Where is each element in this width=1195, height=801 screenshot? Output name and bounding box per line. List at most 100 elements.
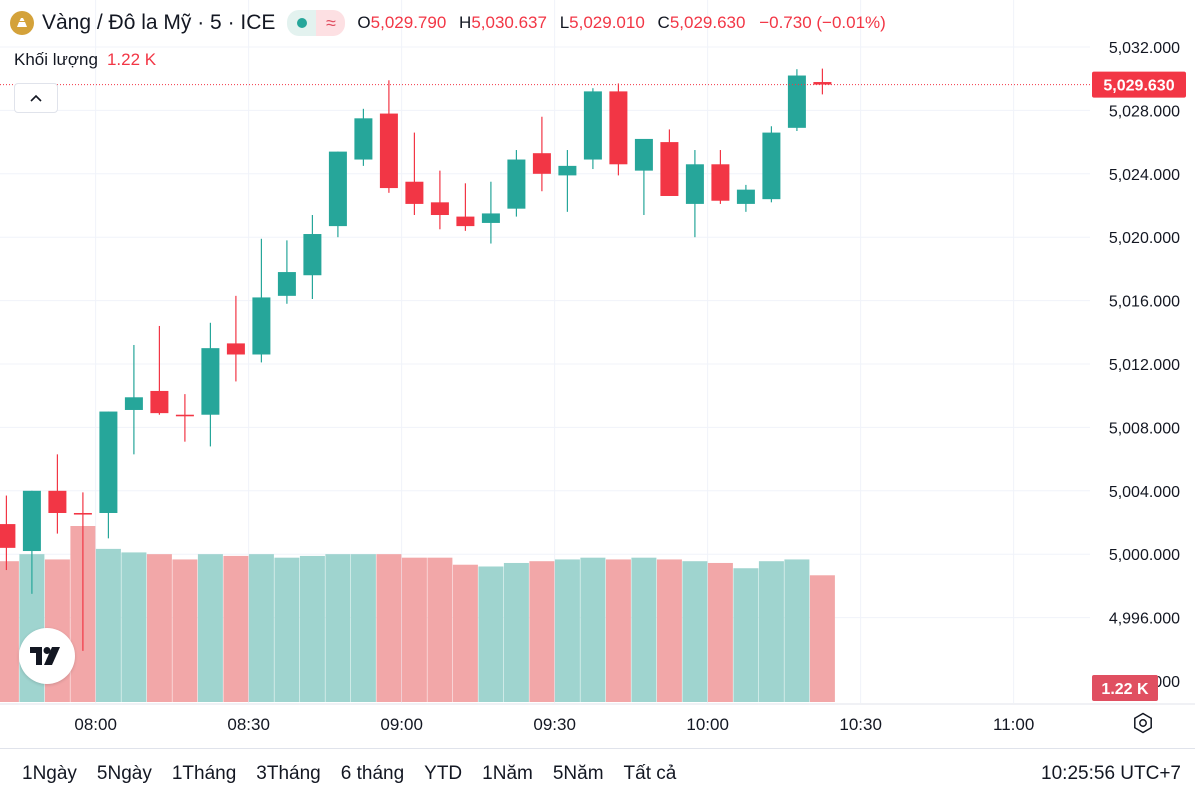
volume-bar (401, 557, 427, 702)
volume-bar (146, 554, 172, 702)
y-tick-label: 5,016.000 (1109, 294, 1180, 311)
y-tick-label: 5,032.000 (1109, 40, 1180, 57)
y-tick-label: 4,996.000 (1109, 611, 1180, 628)
volume-badge-label: 1.22 K (1101, 681, 1149, 698)
y-tick-label: 5,004.000 (1109, 484, 1180, 501)
y-tick-label: 5,008.000 (1109, 420, 1180, 437)
candle-body (532, 153, 551, 174)
candle-body (634, 138, 653, 171)
candle-body (609, 91, 628, 165)
candle-body (226, 343, 245, 355)
y-tick-label: 5,028.000 (1109, 103, 1180, 120)
delayed-data-icon[interactable]: ≈ (316, 10, 346, 36)
last-price-badge (1092, 71, 1186, 98)
x-tick-label: 09:30 (533, 715, 576, 734)
candle-body (48, 490, 67, 513)
close-label: C (657, 13, 670, 32)
price-axis-bg (1090, 0, 1195, 748)
candle-body (583, 91, 602, 160)
gear-icon[interactable] (1131, 711, 1155, 735)
volume-bar (427, 557, 453, 702)
candle-body (787, 75, 806, 128)
volume-bar (784, 559, 810, 702)
candle-body (0, 524, 16, 548)
volume-bar (631, 557, 657, 702)
range-ytd[interactable]: YTD (424, 763, 463, 784)
candle-body (252, 297, 271, 355)
volume-bar (223, 555, 249, 702)
y-tick-label: 5,024.000 (1109, 167, 1180, 184)
volume-bar (478, 566, 504, 702)
change-value: −0.730 (−0.01%) (759, 13, 886, 32)
volume-bar (274, 557, 300, 702)
status-dot-icon (296, 18, 307, 28)
candle-body (660, 142, 679, 196)
x-tick-label: 11:00 (993, 715, 1034, 734)
market-open-indicator[interactable] (287, 10, 317, 36)
timezone-clock[interactable]: 10:25:56 UTC+7 (1041, 763, 1181, 784)
price-chart[interactable]: 5,032.000 5,028.000 5,024.000 5,020.000 5,01… (0, 0, 1195, 748)
range-all[interactable]: Tất cả (623, 763, 677, 784)
candle-body (73, 512, 92, 515)
chevron-up-icon (30, 94, 42, 102)
bottom-toolbar: 1Ngày 5Ngày 1Tháng 3Tháng 6 tháng YTD 1N… (0, 748, 1195, 801)
candle-body (481, 213, 500, 223)
volume-bar (605, 559, 631, 702)
range-5d[interactable]: 5Ngày (96, 763, 152, 784)
candle-body (711, 164, 730, 201)
volume-bar (580, 557, 606, 702)
volume-legend[interactable]: Khối lượng 1.22 K (14, 50, 156, 70)
candle-body (201, 348, 220, 415)
candle-body (328, 151, 347, 227)
open-label: O (357, 13, 371, 32)
chart-header: Vàng / Đô la Mỹ · 5 · ICE ≈ O5,029.790 H… (10, 8, 886, 38)
y-tick-label: 5,000.000 (1109, 547, 1180, 564)
symbol-title[interactable]: Vàng / Đô la Mỹ · 5 · ICE (42, 11, 276, 34)
candle-body (813, 82, 832, 85)
range-1d[interactable]: 1Ngày (22, 763, 77, 784)
y-tick-label: 5,012.000 (1109, 357, 1180, 374)
range-3m[interactable]: 3Tháng (256, 763, 321, 784)
range-1y[interactable]: 1Năm (482, 763, 533, 784)
volume-bar (325, 554, 351, 702)
volume-bar (758, 561, 784, 702)
candle-body (558, 165, 577, 176)
volume-bar (733, 568, 759, 702)
candle-body (736, 189, 755, 204)
volume-bar (95, 548, 121, 702)
range-selector: 1Ngày 5Ngày 1Tháng 3Tháng 6 tháng YTD 1N… (22, 763, 696, 785)
volume-bar (0, 561, 19, 702)
candle-body (354, 118, 373, 160)
candle-body (762, 132, 781, 200)
volume-bar (299, 555, 325, 702)
candle-body (99, 411, 118, 513)
volume-bar (248, 554, 274, 702)
candle-body (150, 390, 169, 414)
volume-bar (121, 552, 147, 702)
tradingview-logo-icon[interactable] (19, 628, 75, 684)
close-value: 5,029.630 (669, 13, 746, 32)
high-label: H (459, 13, 472, 32)
volume-bar (172, 559, 198, 702)
range-1m[interactable]: 1Tháng (171, 763, 237, 784)
volume-bar (682, 561, 708, 702)
x-tick-label: 10:00 (686, 715, 729, 734)
volume-bar (656, 559, 682, 702)
candle-body (175, 414, 194, 417)
candle-body (685, 164, 704, 204)
range-5y[interactable]: 5Năm (552, 763, 604, 784)
volume-bar (529, 561, 555, 702)
volume-bar (809, 575, 835, 702)
volume-bar (452, 564, 478, 702)
volume-bar (350, 554, 376, 702)
x-tick-label: 08:30 (227, 715, 270, 734)
market-status-pill[interactable]: ≈ (287, 10, 346, 36)
candle-body (405, 181, 424, 204)
volume-value: 1.22 K (106, 50, 157, 69)
range-6m[interactable]: 6 tháng (340, 763, 405, 784)
volume-bar (554, 559, 580, 702)
volume-label: Khối lượng (14, 50, 98, 69)
candle-body (277, 272, 296, 296)
x-tick-label: 08:00 (74, 715, 117, 734)
collapse-legend-button[interactable] (14, 83, 58, 113)
